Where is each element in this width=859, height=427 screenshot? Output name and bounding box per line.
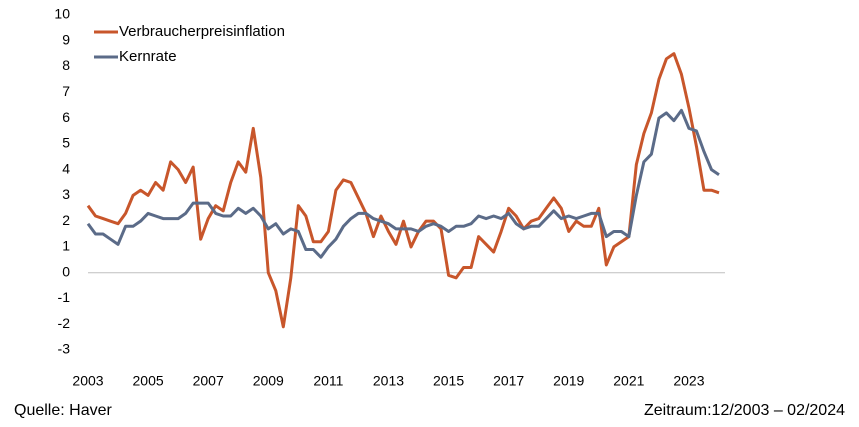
x-tick-label: 2013 (373, 373, 404, 389)
y-tick-label: 6 (62, 109, 70, 125)
y-tick-label: 2 (62, 212, 70, 228)
x-tick-label: 2019 (553, 373, 584, 389)
x-tick-label: 2003 (72, 373, 103, 389)
y-tick-label: -3 (58, 341, 71, 357)
period: Zeitraum:12/2003 – 02/2024 (644, 402, 845, 419)
x-tick-label: 2023 (673, 373, 704, 389)
y-tick-label: 4 (62, 160, 70, 176)
x-tick-label: 2015 (433, 373, 464, 389)
x-tick-label: 2011 (313, 373, 343, 389)
source: Quelle: Haver (14, 402, 112, 419)
x-tick-label: 2021 (613, 373, 644, 389)
y-tick-label: 8 (62, 57, 70, 73)
y-tick-label: 5 (62, 135, 70, 151)
y-tick-label: -1 (58, 289, 71, 305)
series-line (86, 52, 720, 329)
y-tick-label: -2 (58, 315, 71, 331)
y-tick-label: 3 (62, 186, 70, 202)
legend-label: Verbraucherpreisinflation (119, 23, 285, 40)
y-tick-label: 7 (62, 83, 70, 99)
x-tick-label: 2017 (493, 373, 524, 389)
series-line (86, 108, 720, 259)
y-tick-label: 0 (62, 263, 70, 279)
x-tick-label: 2005 (133, 373, 164, 389)
y-tick-label: 1 (62, 238, 70, 254)
y-tick-label: 10 (54, 6, 70, 22)
y-tick-label: 9 (62, 31, 70, 47)
x-tick-label: 2009 (253, 373, 284, 389)
x-tick-label: 2007 (193, 373, 224, 389)
legend-label: Kernrate (119, 48, 177, 65)
